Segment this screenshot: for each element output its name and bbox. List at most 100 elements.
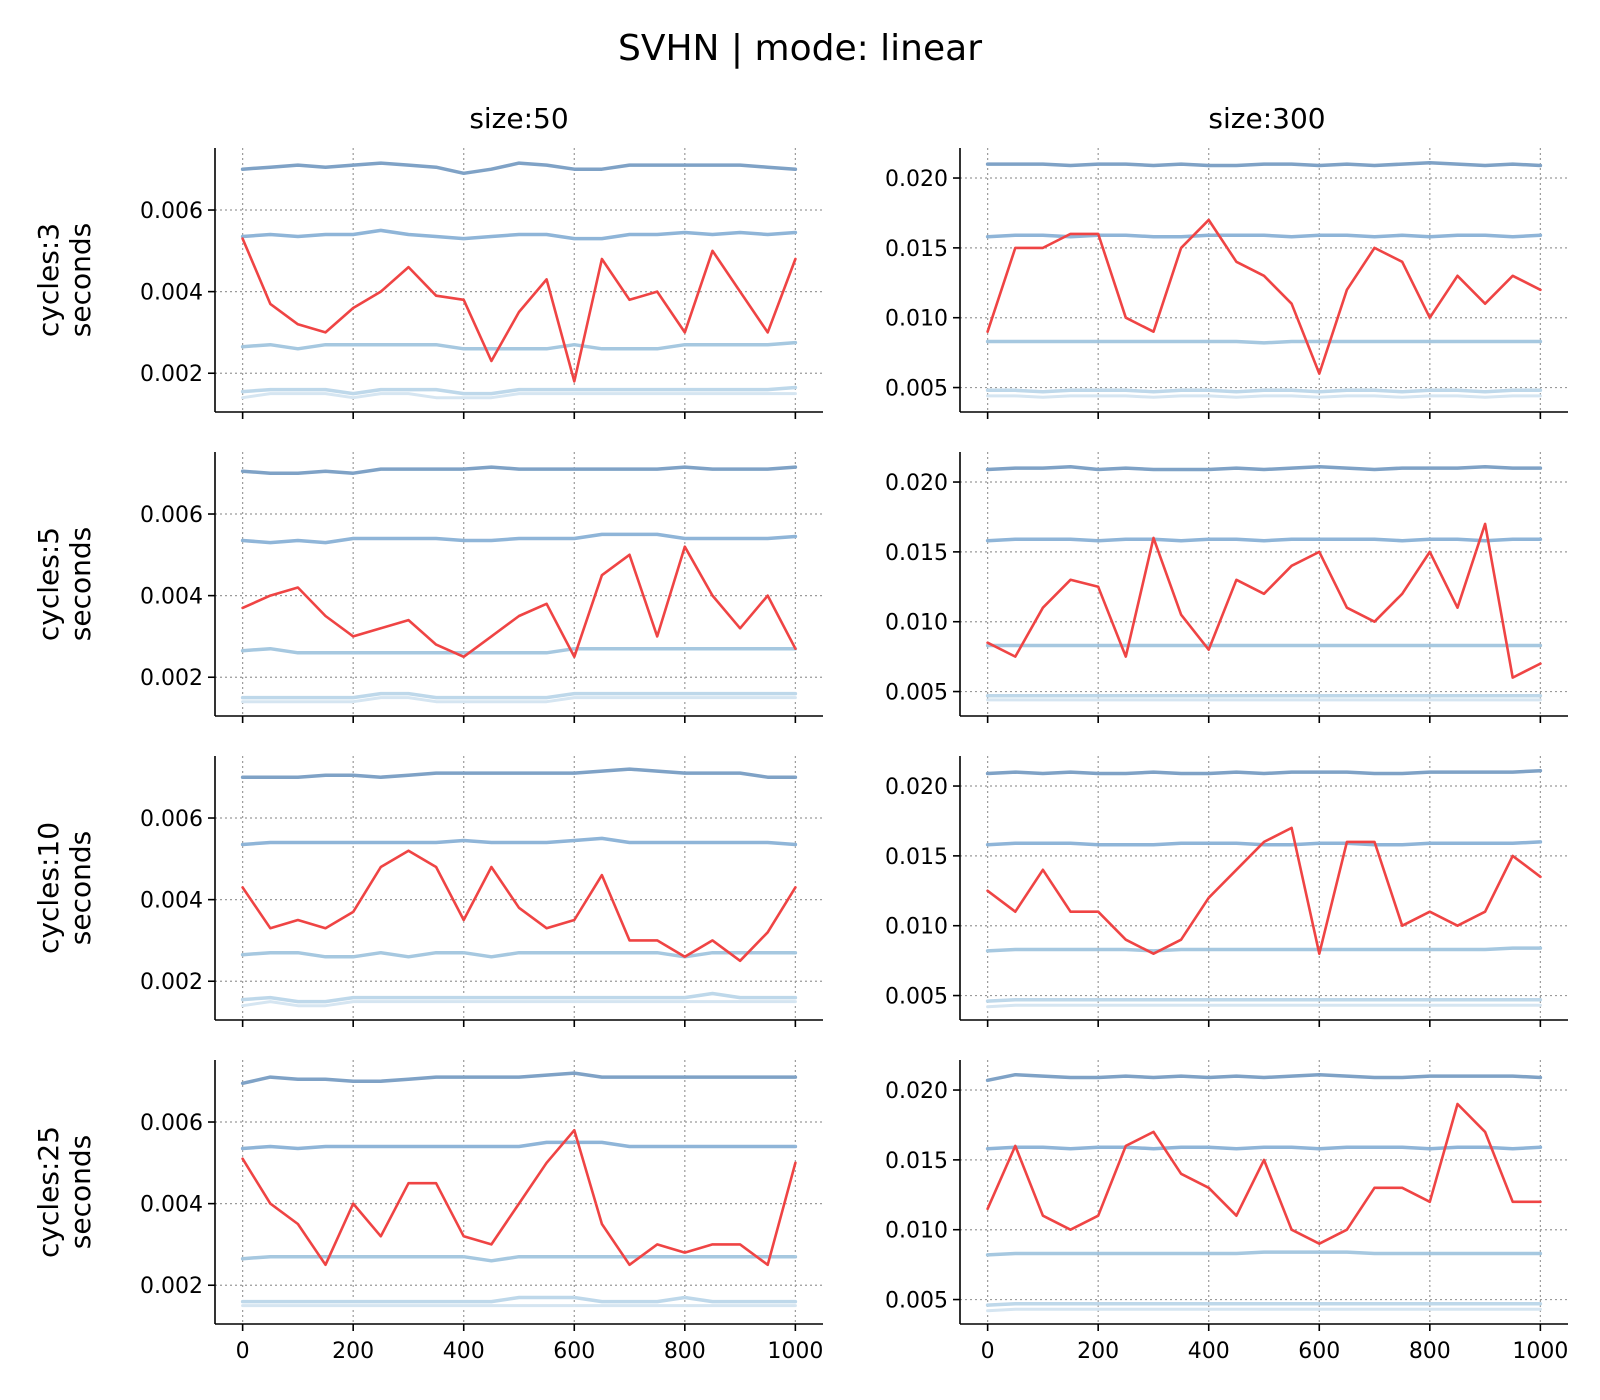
y-tick-label: 0.020 [885,471,948,496]
y-tick-label: 0.002 [140,970,203,995]
series-line-1 [240,767,798,779]
y-tick-label: 0.002 [140,1274,203,1299]
y-tick-label: 0.006 [140,199,203,224]
y-tick-label: 0.005 [885,985,948,1010]
x-tick-label: 0 [981,1339,995,1364]
x-tick-label: 1000 [767,1339,823,1364]
series-line-1 [240,161,798,176]
row-label: cycles:25 [32,1126,65,1258]
series-line-1 [985,464,1543,472]
series-line-3 [985,946,1543,953]
y-axis-label: seconds [64,831,97,945]
series-line-4 [240,385,798,396]
series-line-2 [985,1145,1543,1151]
y-tick-label: 0.004 [140,281,203,306]
series-line-2 [240,532,798,545]
y-tick-label: 0.015 [885,237,948,262]
y-tick-label: 0.006 [140,807,203,832]
series-line-1 [985,1072,1543,1083]
series-line-5 [241,392,797,400]
series-line-3 [240,1254,798,1263]
series-line-3 [985,1250,1543,1257]
row-label: cycles:3 [32,223,65,337]
series-line-1 [985,768,1543,776]
y-tick-label: 0.020 [885,1079,948,1104]
column-title-size-50: size:50 [469,102,568,135]
series-line-1 [240,1071,798,1086]
y-axis-label: seconds [64,223,97,337]
x-tick-label: 0 [236,1339,250,1364]
series-line-2 [240,1140,798,1151]
series-line-3 [240,340,798,351]
panel-cycles-5-size-300: 0.005 0.010 0.015 0.020 [885,452,1568,723]
series-line-1 [240,465,798,475]
x-tick-label: 600 [553,1339,595,1364]
y-tick-label: 0.002 [140,666,203,691]
series-line-6 [986,218,1542,375]
y-tick-label: 0.010 [885,1219,948,1244]
y-tick-label: 0.005 [885,377,948,402]
y-tick-label: 0.006 [140,503,203,528]
panel-cycles-3-size-300: 0.005 0.010 0.015 0.020 [885,148,1568,419]
series-line-6 [241,545,797,659]
y-tick-label: 0.002 [140,362,203,387]
y-axis-label: seconds [64,527,97,641]
y-tick-label: 0.004 [140,1193,203,1218]
y-tick-label: 0.010 [885,611,948,636]
suptitle: SVHN | mode: linear [618,28,982,69]
y-tick-label: 0.020 [885,167,948,192]
series-line-6 [986,1102,1542,1245]
series-line-4 [985,1301,1543,1307]
series-line-4 [985,997,1543,1003]
x-tick-label: 400 [1188,1339,1230,1364]
panel-cycles-25-size-300: 0.005 0.010 0.015 0.020 0 200 400 600 800 1000 [885,1060,1568,1364]
series-line-5 [241,1000,797,1008]
series-line-2 [985,840,1543,847]
series-line-4 [240,991,798,1004]
series-line-3 [240,950,798,959]
panel-cycles-10-size-50: 0.002 0.004 0.006 cycles:10 seconds [32,756,823,1027]
series-line-5 [986,394,1542,399]
panel-cycles-5-size-50: 0.002 0.004 0.006 cycles:5 seconds [32,452,823,723]
series-line-2 [240,228,798,241]
series-line-6 [241,237,797,383]
y-tick-label: 0.015 [885,541,948,566]
series-line-2 [240,836,798,847]
y-tick-label: 0.004 [140,585,203,610]
column-title-size-300: size:300 [1208,102,1325,135]
y-tick-label: 0.015 [885,845,948,870]
series-line-3 [240,646,798,655]
series-line-4 [240,691,798,700]
row-label: cycles:5 [32,527,65,641]
series-line-6 [986,522,1542,679]
row-label: cycles:10 [32,822,65,954]
y-tick-label: 0.006 [140,1111,203,1136]
x-tick-label: 200 [1077,1339,1119,1364]
panel-cycles-25-size-50: 0.002 0.004 0.006 0 200 400 600 800 1000 cycles:2… [32,1060,823,1364]
series-line-2 [985,537,1543,543]
series-line-4 [240,1295,798,1304]
y-axis-label: seconds [64,1135,97,1249]
series-line-5 [986,1307,1542,1313]
series-line-6 [241,1128,797,1267]
series-line-3 [985,339,1543,345]
series-line-5 [986,1003,1542,1009]
y-tick-label: 0.005 [885,1289,948,1314]
panel-cycles-10-size-300: 0.005 0.010 0.015 0.020 [885,756,1568,1027]
y-tick-label: 0.020 [885,775,948,800]
y-tick-label: 0.010 [885,915,948,940]
y-tick-label: 0.005 [885,681,948,706]
series-line-1 [985,160,1543,168]
x-tick-label: 600 [1298,1339,1340,1364]
x-tick-label: 800 [664,1339,706,1364]
x-tick-label: 800 [1409,1339,1451,1364]
x-tick-label: 400 [443,1339,485,1364]
series-line-2 [985,233,1543,239]
y-tick-label: 0.015 [885,1149,948,1174]
y-tick-label: 0.010 [885,307,948,332]
series-line-5 [241,696,797,704]
panel-cycles-3-size-50: 0.002 0.004 0.006 cycles:3 seconds [32,148,823,419]
x-tick-label: 200 [332,1339,374,1364]
